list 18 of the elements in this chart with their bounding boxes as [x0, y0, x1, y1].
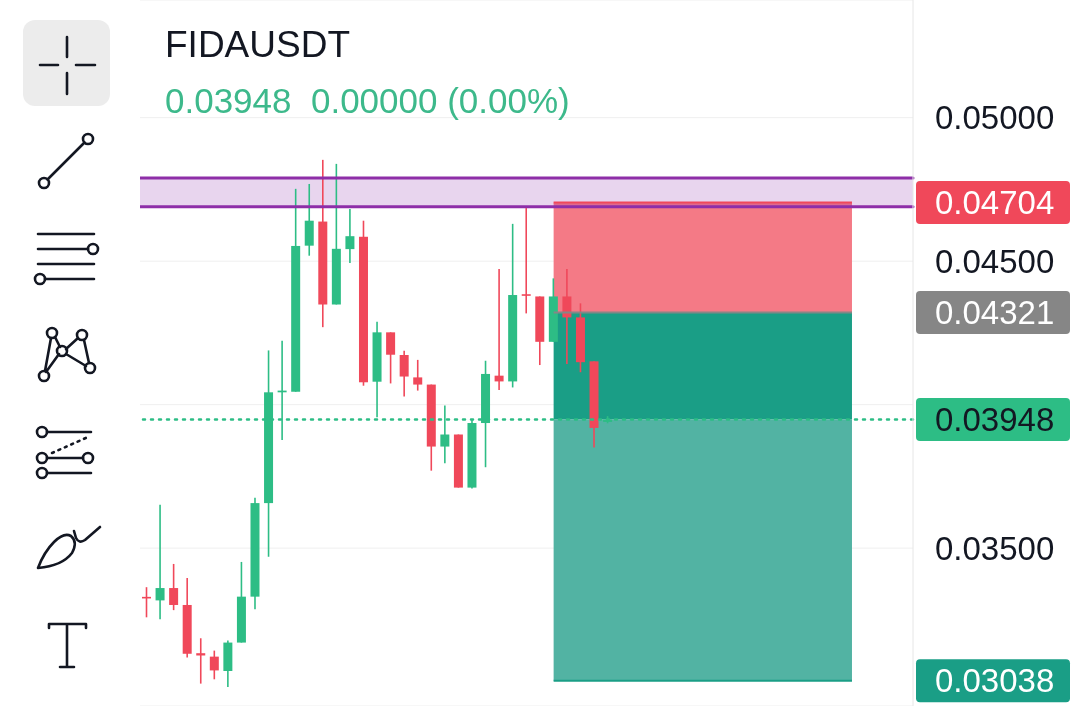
candlestick	[521, 207, 531, 315]
y-tick-label: 0.05000	[935, 99, 1055, 137]
y-tick-label: 0.03500	[935, 529, 1055, 567]
candlestick	[169, 563, 179, 611]
candlestick	[155, 504, 165, 621]
candlestick	[562, 268, 572, 365]
candlestick	[399, 349, 409, 398]
ref-line-label: 0.03038	[935, 662, 1055, 700]
ref-line-label: 0.03948	[935, 401, 1055, 439]
candlestick	[209, 649, 219, 681]
candlestick	[386, 331, 396, 385]
text: FIDAUSDT	[165, 24, 350, 66]
ref-line-label: 0.04704	[935, 184, 1055, 222]
text: 0.03948 0.00000 (0.00%)	[165, 81, 570, 121]
ref-line-label: 0.04321	[935, 294, 1055, 332]
y-tick-label: 0.04500	[935, 242, 1055, 280]
candlestick	[345, 208, 355, 264]
candlestick	[413, 359, 423, 392]
